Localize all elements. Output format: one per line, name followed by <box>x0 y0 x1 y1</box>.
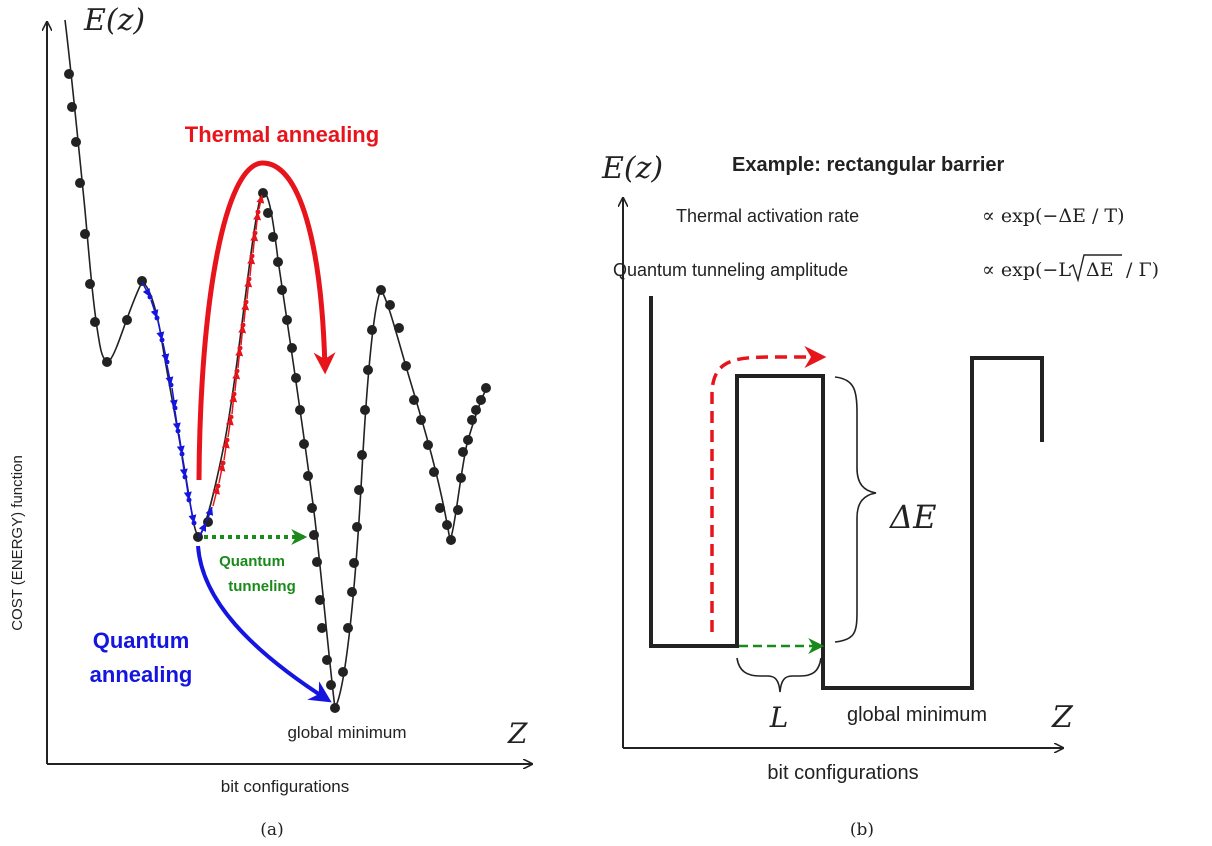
panel-a-global-minimum-label: global minimum <box>287 723 406 742</box>
panel-b-caption: (b) <box>850 820 874 840</box>
quantum-annealing-arrow <box>196 545 332 703</box>
panel-b-z-label: Z <box>1051 700 1074 735</box>
panel-a-z-label: Z <box>507 717 528 750</box>
panel-a-x-axis-label: bit configurations <box>221 777 350 796</box>
tunneling-formula-prefix: ∝ exp(−L <box>982 259 1071 281</box>
panel-b: E(z) Example: rectangular barrier Therma… <box>601 151 1159 840</box>
panel-b-title: Example: rectangular barrier <box>732 154 1005 176</box>
panel-a-y-axis-label: COST (ENERGY) function <box>9 455 26 631</box>
panel-a-caption: (a) <box>260 820 283 840</box>
quantum-annealing-label-line2: annealing <box>90 662 193 687</box>
thermal-annealing-label: Thermal annealing <box>185 122 379 147</box>
panel-b-energy-label: E(z) <box>601 151 663 186</box>
quantum-tunneling-label-line1: Quantum <box>219 553 285 570</box>
width-label: L <box>769 701 789 734</box>
delta-e-label: ΔE <box>888 498 936 536</box>
panel-a-energy-label: E(z) <box>83 3 145 38</box>
thermal-rate-text: Thermal activation rate <box>676 206 859 226</box>
blue-descent-arrows <box>141 281 214 538</box>
thermal-path-dashed-arrow <box>710 346 827 632</box>
panel-a: E(z) COST (ENERGY) function bit configur… <box>9 3 532 840</box>
panel-b-global-minimum-label: global minimum <box>847 704 987 726</box>
delta-e-brace <box>834 376 877 643</box>
panel-b-x-axis-label: bit configurations <box>767 762 918 784</box>
sqrt-radical-sign <box>1068 254 1122 283</box>
thermal-rate-formula: ∝ exp(−ΔE / T) <box>982 205 1125 227</box>
width-brace <box>736 657 822 693</box>
tunneling-text: Quantum tunneling amplitude <box>613 260 848 280</box>
tunneling-formula-suffix: / Γ) <box>1126 259 1159 281</box>
quantum-tunneling-label-line2: tunneling <box>228 578 296 595</box>
tunneling-formula-sqrt: ΔE <box>1086 259 1114 281</box>
thermal-annealing-arrow <box>196 160 336 481</box>
blue-descent-dots <box>147 294 197 526</box>
red-ascent-dots <box>215 209 261 489</box>
red-ascent-arrows <box>212 194 265 507</box>
rectangular-barrier-potential <box>649 296 1044 690</box>
quantum-annealing-label-line1: Quantum <box>93 628 190 653</box>
curve-sample-dots <box>64 69 491 713</box>
